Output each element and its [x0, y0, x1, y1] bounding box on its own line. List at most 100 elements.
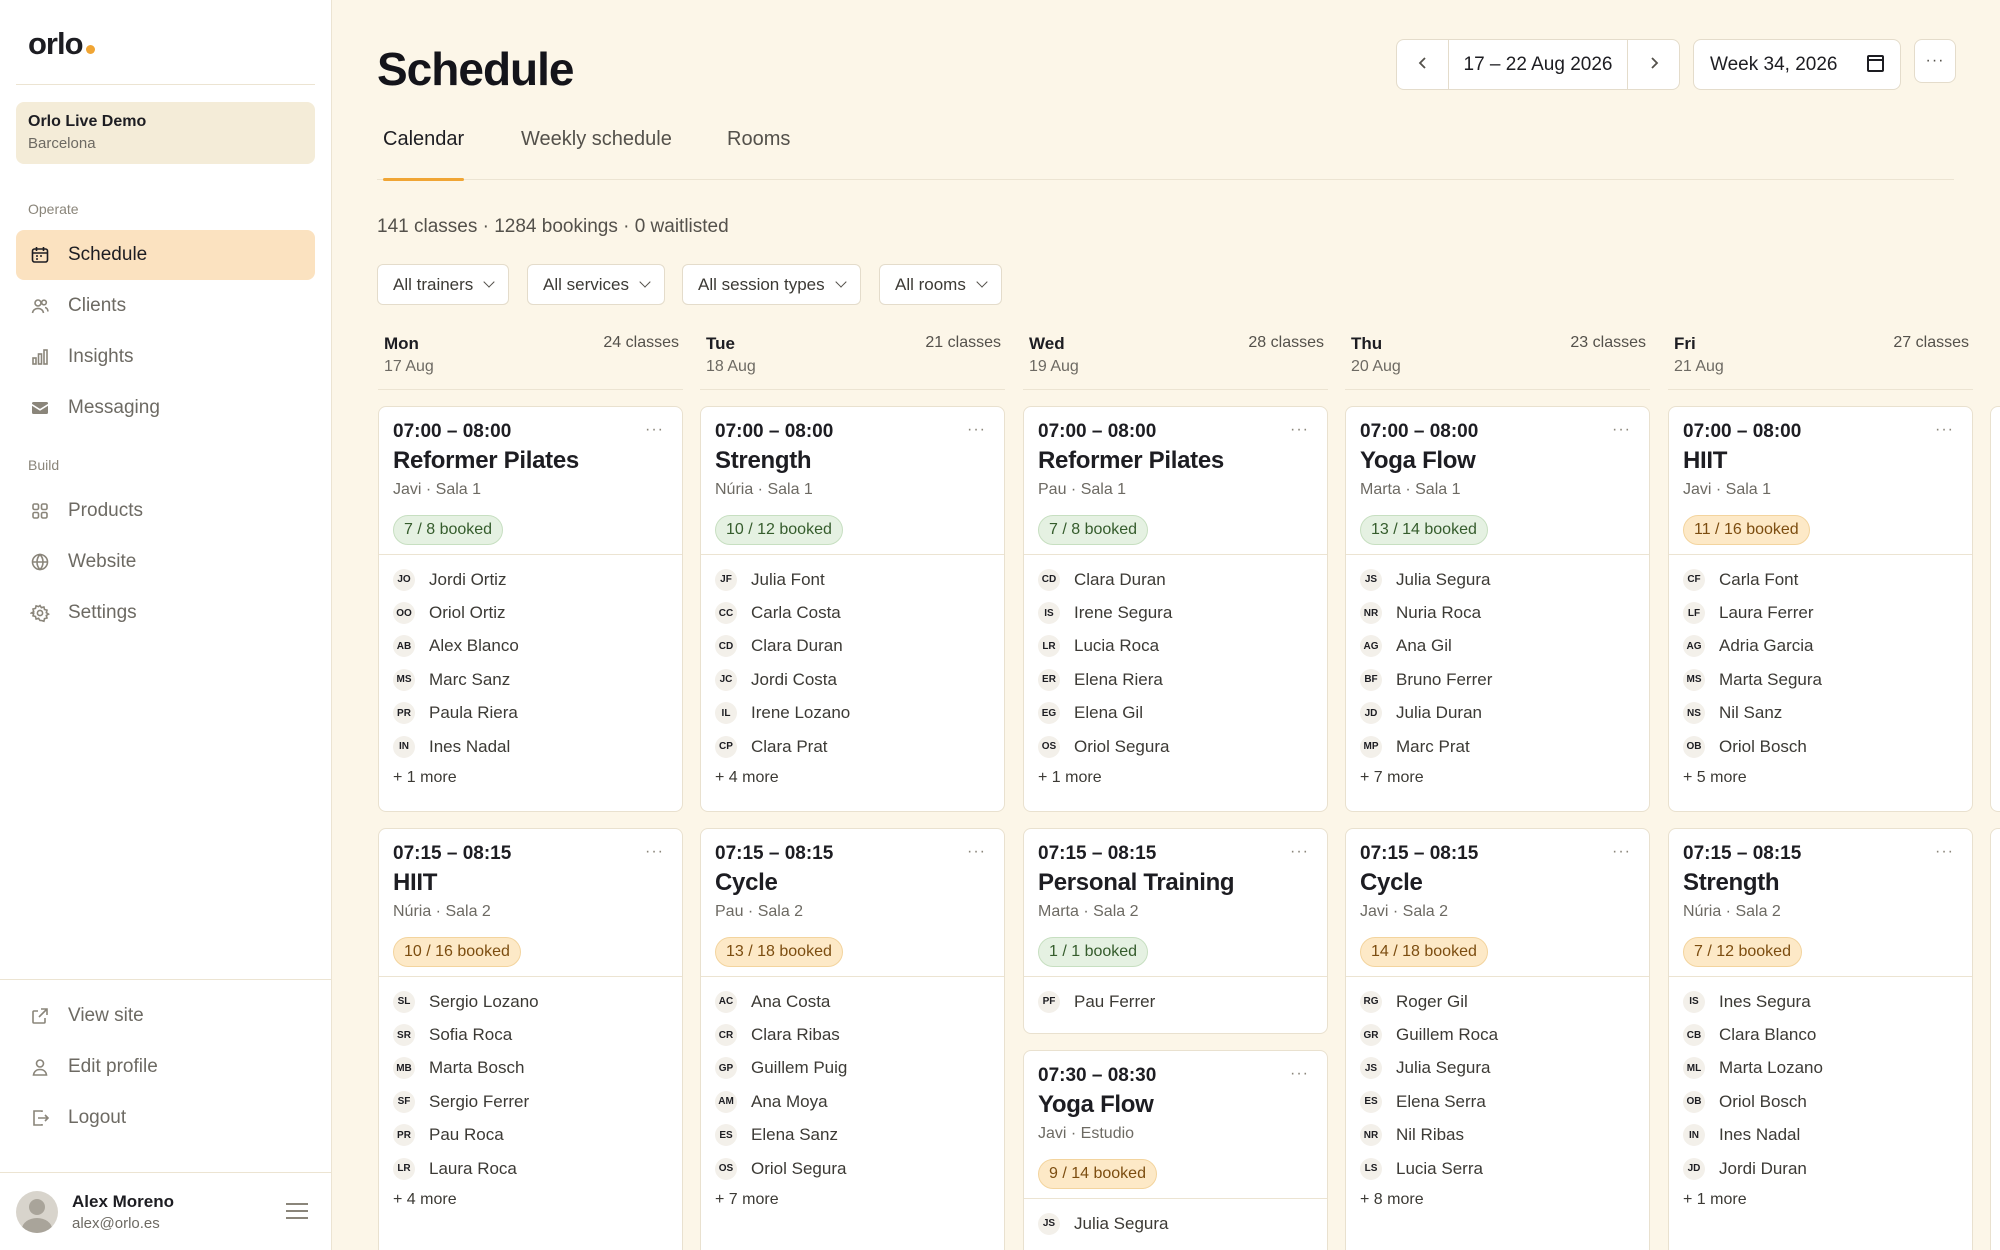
more-attendees-link[interactable]: + 1 more — [1683, 1191, 1747, 1209]
attendee-row[interactable]: IS Ines Segura — [1683, 985, 1972, 1018]
filter-session-types[interactable]: All session types — [682, 264, 861, 305]
class-card[interactable]: 07:15 – 08:15 HIIT Núria · Sala 2 ··· 10 / 1… — [378, 828, 683, 1250]
attendee-row[interactable]: ER Elena Riera — [1038, 663, 1327, 696]
class-card[interactable]: 07:00 – 08:00 Yoga Flow Marta · Sala 1 ··· 1… — [1345, 406, 1650, 812]
attendee-row[interactable]: OO Oriol Ortiz — [393, 596, 682, 629]
sidebar-item-clients[interactable]: Clients — [16, 281, 315, 331]
card-menu-icon[interactable]: ··· — [1290, 421, 1309, 438]
attendee-row[interactable]: AC Ana Costa — [715, 985, 1004, 1018]
card-menu-icon[interactable]: ··· — [1290, 1065, 1309, 1082]
card-menu-icon[interactable]: ··· — [1935, 421, 1954, 438]
attendee-row[interactable]: ML Marta Lozano — [1683, 1052, 1972, 1085]
attendee-row[interactable]: NR Nuria Roca — [1360, 596, 1649, 629]
attendee-row[interactable]: CC Carla Costa — [715, 596, 1004, 629]
sidebar-item-settings[interactable]: Settings — [16, 588, 315, 638]
date-range-label[interactable]: 17 – 22 Aug 2026 — [1448, 40, 1628, 89]
attendee-row[interactable]: OB Oriol Bosch — [1683, 730, 1972, 763]
attendee-row[interactable]: IN Ines Nadal — [1683, 1119, 1972, 1152]
class-card[interactable]: 07:00 – 08:00 Reformer Pilates Javi · Sala… — [378, 406, 683, 812]
attendee-row[interactable]: RG Roger Gil — [1360, 985, 1649, 1018]
attendee-row[interactable]: PR Paula Riera — [393, 697, 682, 730]
attendee-row[interactable]: ES Elena Sanz — [715, 1119, 1004, 1152]
attendee-row[interactable]: NR Nil Ribas — [1360, 1119, 1649, 1152]
attendee-row[interactable]: CD Clara Duran — [1038, 563, 1327, 596]
attendee-row[interactable]: ES Elena Serra — [1360, 1085, 1649, 1118]
attendee-row[interactable]: OS Oriol Segura — [1038, 730, 1327, 763]
attendee-row[interactable]: AG Ana Gil — [1360, 630, 1649, 663]
filter-trainers[interactable]: All trainers — [377, 264, 510, 305]
attendee-row[interactable]: IN Ines Nadal — [393, 730, 682, 763]
logo[interactable]: orlo — [28, 26, 95, 62]
menu-icon[interactable] — [286, 1203, 308, 1219]
attendee-row[interactable]: OS Oriol Segura — [715, 1152, 1004, 1185]
attendee-row[interactable]: IS Irene Segura — [1038, 596, 1327, 629]
class-card[interactable]: 07:15 – 08:15 Strength Núria · Sala 2 ··· 7 … — [1668, 828, 1973, 1250]
more-attendees-link[interactable]: + 7 more — [1360, 769, 1424, 787]
attendee-row[interactable]: CR Clara Ribas — [715, 1018, 1004, 1051]
attendee-row[interactable]: PF Pau Ferrer — [1038, 985, 1327, 1018]
class-card[interactable]: 07:00 – 08:00 Reformer Pilates Pau · Sala … — [1023, 406, 1328, 812]
attendee-row[interactable]: AG Adria Garcia — [1683, 630, 1972, 663]
attendee-row[interactable]: LS Lucia Serra — [1360, 1152, 1649, 1185]
attendee-row[interactable]: MP Marc Prat — [1360, 730, 1649, 763]
attendee-row[interactable]: SF Sergio Ferrer — [393, 1085, 682, 1118]
sidebar-item-website[interactable]: Website — [16, 537, 315, 587]
more-attendees-link[interactable]: + 8 more — [1360, 1191, 1424, 1209]
more-attendees-link[interactable]: + 4 more — [393, 1191, 457, 1209]
class-card[interactable]: 07:15 – 08:15 Personal Training Marta · Sa… — [1023, 828, 1328, 1034]
sidebar-item-products[interactable]: Products — [16, 486, 315, 536]
attendee-row[interactable]: JS Julia Segura — [1360, 1052, 1649, 1085]
class-card[interactable]: 07:00 – 08:00 Strength Núria · Sala 1 ··· 10… — [700, 406, 1005, 812]
sidebar-item-schedule[interactable]: Schedule — [16, 230, 315, 280]
prev-week-button[interactable] — [1397, 40, 1448, 89]
attendee-row[interactable]: LR Laura Roca — [393, 1152, 682, 1185]
sidebar-item-messaging[interactable]: Messaging — [16, 383, 315, 433]
attendee-row[interactable]: CD Clara Duran — [715, 630, 1004, 663]
sidebar-item-logout[interactable]: Logout — [16, 1093, 315, 1143]
attendee-row[interactable]: GR Guillem Roca — [1360, 1018, 1649, 1051]
card-menu-icon[interactable]: ··· — [645, 421, 664, 438]
more-options-button[interactable]: ··· — [1914, 39, 1956, 83]
attendee-row[interactable]: GP Guillem Puig — [715, 1052, 1004, 1085]
class-card[interactable]: 07:15 – 08:15 Cycle Javi · Sala 2 ··· 14 / 1… — [1345, 828, 1650, 1250]
attendee-row[interactable]: CF Carla Font — [1683, 563, 1972, 596]
attendee-row[interactable]: LF Laura Ferrer — [1683, 596, 1972, 629]
card-menu-icon[interactable]: ··· — [967, 843, 986, 860]
class-card[interactable]: 07:15 – 08:15 Cycle Pau · Sala 2 ··· 13 / 18… — [700, 828, 1005, 1250]
attendee-row[interactable]: JS Julia Segura — [1038, 1207, 1327, 1240]
sidebar-item-insights[interactable]: Insights — [16, 332, 315, 382]
next-week-button[interactable] — [1628, 40, 1679, 89]
attendee-row[interactable]: PR Pau Roca — [393, 1119, 682, 1152]
tab-rooms[interactable]: Rooms — [727, 128, 791, 150]
attendee-row[interactable]: BF Bruno Ferrer — [1360, 663, 1649, 696]
attendee-row[interactable]: SL Sergio Lozano — [393, 985, 682, 1018]
class-card[interactable]: 07:30 – 08:30 Yoga Flow Javi · Estudio ··· 9… — [1023, 1050, 1328, 1250]
attendee-row[interactable]: NS Nil Sanz — [1683, 697, 1972, 730]
attendee-row[interactable]: JF Julia Font — [715, 563, 1004, 596]
attendee-row[interactable]: AB Alex Blanco — [393, 630, 682, 663]
sidebar-item-view-site[interactable]: View site — [16, 991, 315, 1041]
more-attendees-link[interactable]: + 5 more — [1683, 769, 1747, 787]
sidebar-item-edit-profile[interactable]: Edit profile — [16, 1042, 315, 1092]
tab-weekly-schedule[interactable]: Weekly schedule — [521, 128, 672, 150]
filter-rooms[interactable]: All rooms — [879, 264, 1002, 305]
week-picker-input[interactable]: Week 34, 2026 — [1693, 39, 1901, 90]
attendee-row[interactable]: MS Marta Segura — [1683, 663, 1972, 696]
attendee-row[interactable]: JC Jordi Costa — [715, 663, 1004, 696]
attendee-row[interactable]: MB Marta Bosch — [393, 1052, 682, 1085]
attendee-row[interactable]: JS Julia Segura — [1360, 563, 1649, 596]
filter-services[interactable]: All services — [527, 264, 665, 305]
attendee-row[interactable]: SR Sofia Roca — [393, 1018, 682, 1051]
attendee-row[interactable]: AM Ana Moya — [715, 1085, 1004, 1118]
attendee-row[interactable]: CB Clara Blanco — [1683, 1018, 1972, 1051]
more-attendees-link[interactable]: + 1 more — [393, 769, 457, 787]
card-menu-icon[interactable]: ··· — [645, 843, 664, 860]
card-menu-icon[interactable]: ··· — [1935, 843, 1954, 860]
attendee-row[interactable]: IL Irene Lozano — [715, 697, 1004, 730]
attendee-row[interactable]: OB Oriol Bosch — [1683, 1085, 1972, 1118]
calendar-icon[interactable] — [1867, 55, 1884, 72]
attendee-row[interactable]: JO Jordi Ortiz — [393, 563, 682, 596]
attendee-row[interactable]: JD Julia Duran — [1360, 697, 1649, 730]
card-menu-icon[interactable]: ··· — [967, 421, 986, 438]
org-switcher[interactable]: Orlo Live Demo Barcelona — [16, 102, 315, 164]
